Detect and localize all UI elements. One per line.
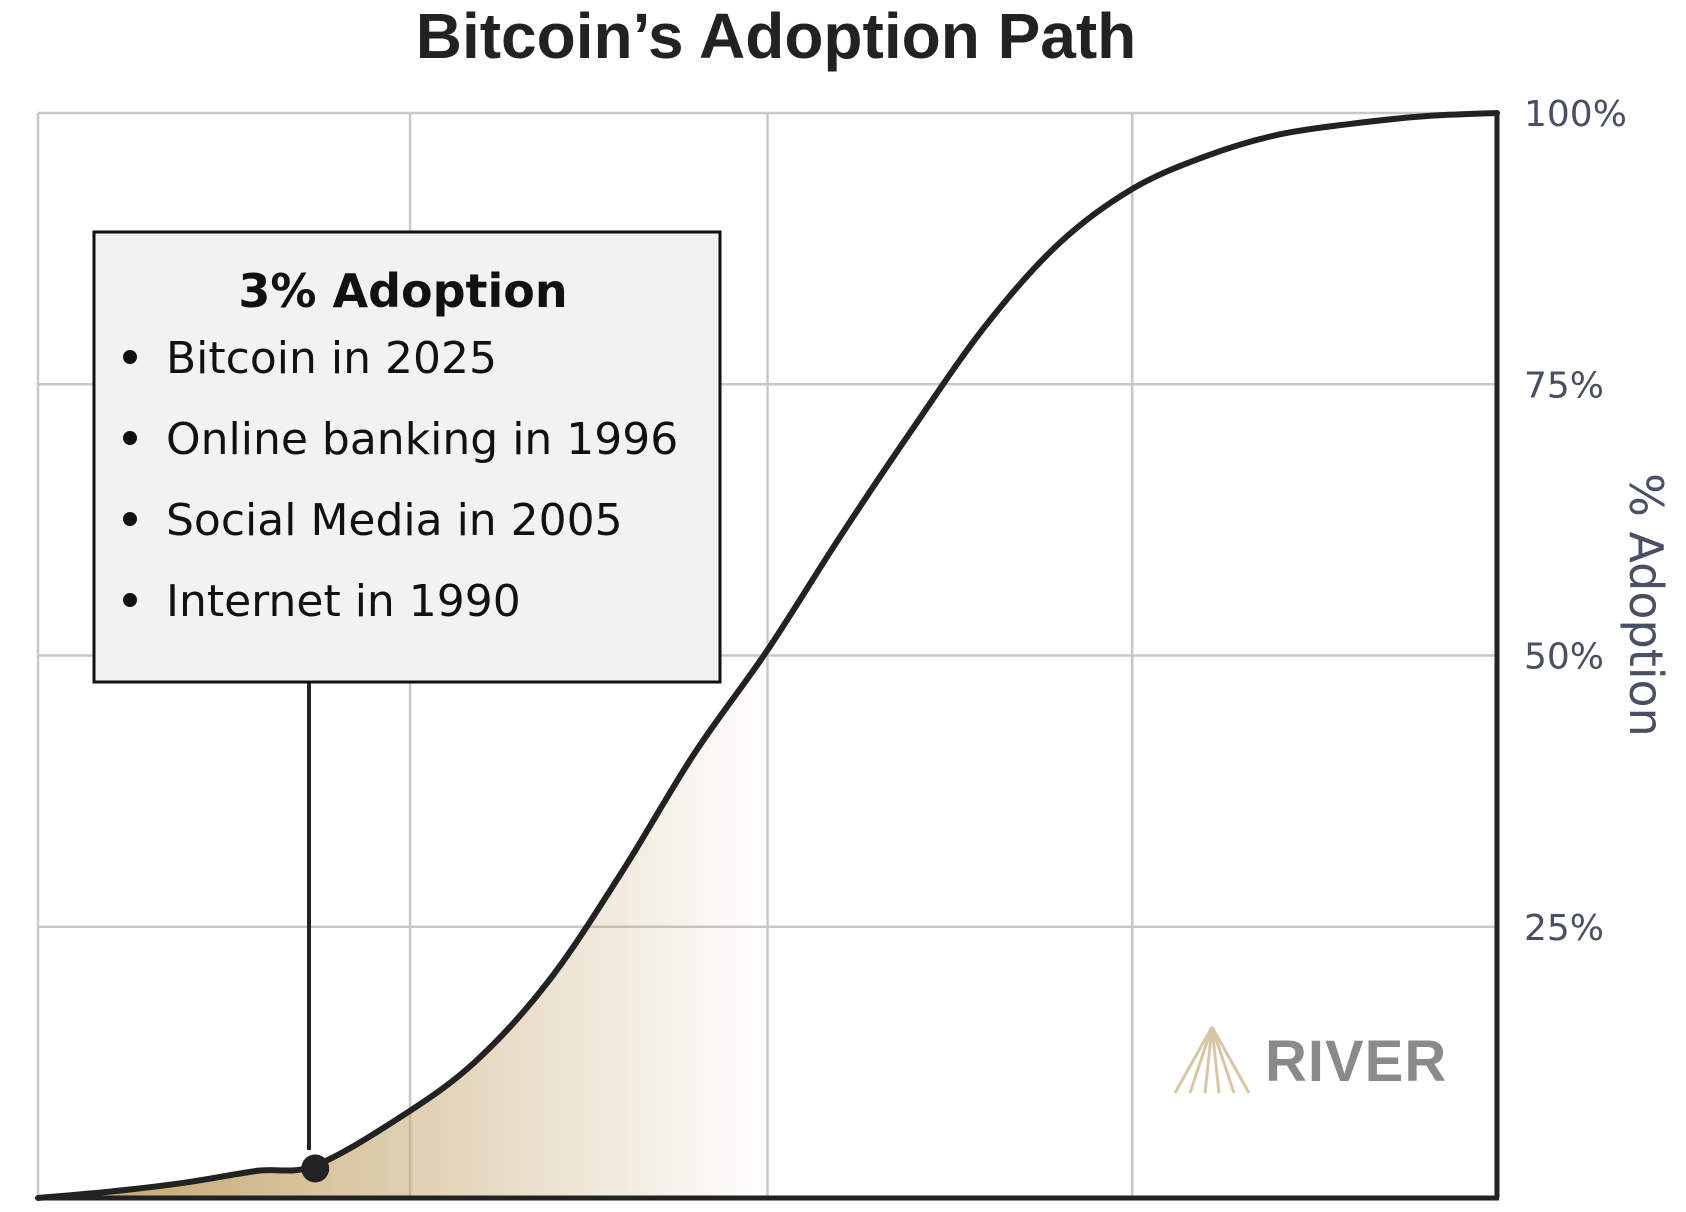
bullet-dot [123,512,137,526]
shaded-area [38,650,768,1198]
annotation-heading: 3% Adoption [238,264,567,318]
annotation-box: 3% Adoption Bitcoin in 2025 Online bankin… [92,230,722,684]
river-logo-icon [1173,1026,1251,1094]
y-axis-label: % Adoption [1619,473,1673,737]
axes [38,113,1500,1201]
annotation-box-bg [92,230,722,684]
area-layer [38,650,768,1198]
y-tick-label: 100% [1524,94,1627,135]
marker-point [301,1154,330,1183]
y-tick-label: 50% [1524,637,1604,678]
marker-layer [301,1154,330,1183]
chart-title: Bitcoin’s Adoption Path [416,0,1137,72]
bullet-dot [123,593,137,607]
bullet-dot [123,350,137,364]
annotation-item: Bitcoin in 2025 [166,333,497,384]
y-tick-label: 25% [1524,908,1604,949]
bullet-dot [123,431,137,445]
y-tick-label: 75% [1524,365,1604,406]
y-tick-labels: 25% 50% 75% 100% [1524,94,1627,949]
annotation-item: Online banking in 1996 [166,414,678,465]
annotation-list: Bitcoin in 2025 Online banking in 1996 Soc… [123,333,678,627]
river-wordmark: RIVER [1265,1029,1447,1094]
annotation-item: Internet in 1990 [166,576,521,627]
annotation-item: Social Media in 2005 [166,495,623,546]
river-logo: RIVER [1173,1026,1447,1094]
